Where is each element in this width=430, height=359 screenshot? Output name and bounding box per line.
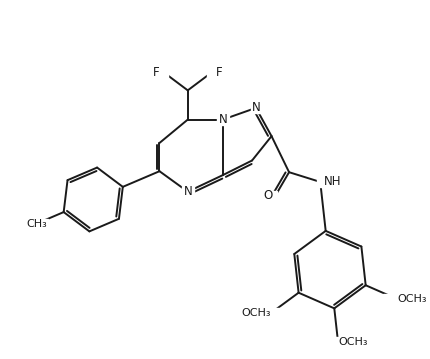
Bar [207,68,216,78]
Bar [181,186,193,197]
Bar [26,219,47,228]
Text: O: O [263,189,272,202]
Text: N: N [183,185,192,198]
Bar [257,308,284,318]
Text: OCH₃: OCH₃ [396,294,425,304]
Bar [265,191,277,200]
Text: N: N [218,113,227,126]
Text: CH₃: CH₃ [26,219,47,229]
Text: NH: NH [323,176,341,188]
Bar [216,114,228,125]
Text: N: N [251,101,260,115]
Bar [382,294,410,304]
Text: OCH₃: OCH₃ [337,337,367,347]
Text: OCH₃: OCH₃ [241,308,270,318]
Bar [316,177,336,187]
Text: F: F [215,66,222,79]
Bar [158,68,168,78]
Bar [324,337,351,347]
Bar [251,103,264,113]
Text: F: F [153,66,159,79]
